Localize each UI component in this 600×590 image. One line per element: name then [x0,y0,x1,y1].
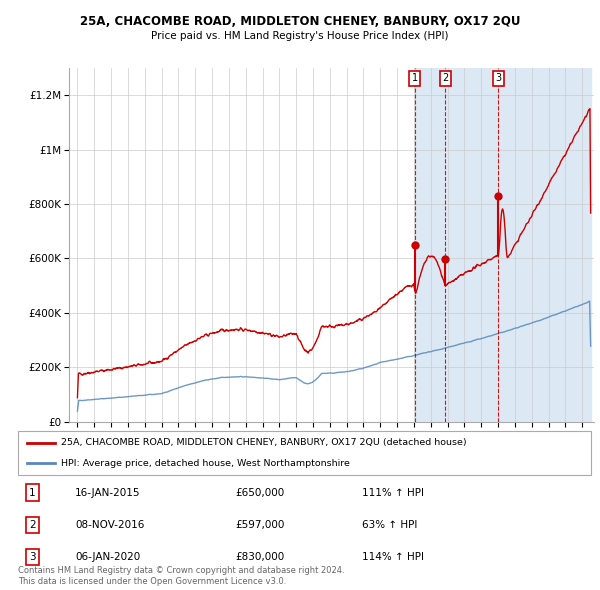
Text: HPI: Average price, detached house, West Northamptonshire: HPI: Average price, detached house, West… [61,458,350,467]
Text: Price paid vs. HM Land Registry's House Price Index (HPI): Price paid vs. HM Land Registry's House … [151,31,449,41]
Text: 111% ↑ HPI: 111% ↑ HPI [362,487,424,497]
Text: £650,000: £650,000 [236,487,285,497]
Text: 16-JAN-2015: 16-JAN-2015 [76,487,141,497]
Text: 3: 3 [29,552,35,562]
Text: 25A, CHACOMBE ROAD, MIDDLETON CHENEY, BANBURY, OX17 2QU (detached house): 25A, CHACOMBE ROAD, MIDDLETON CHENEY, BA… [61,438,467,447]
Text: 2: 2 [29,520,35,530]
Bar [415,68,590,422]
Text: 114% ↑ HPI: 114% ↑ HPI [362,552,424,562]
Text: 25A, CHACOMBE ROAD, MIDDLETON CHENEY, BANBURY, OX17 2QU: 25A, CHACOMBE ROAD, MIDDLETON CHENEY, BA… [80,15,520,28]
Text: 1: 1 [29,487,35,497]
Text: 2: 2 [442,73,448,83]
Text: 08-NOV-2016: 08-NOV-2016 [76,520,145,530]
Text: Contains HM Land Registry data © Crown copyright and database right 2024.: Contains HM Land Registry data © Crown c… [18,566,344,575]
Text: 1: 1 [412,73,418,83]
Text: 3: 3 [496,73,502,83]
Text: 06-JAN-2020: 06-JAN-2020 [76,552,140,562]
FancyBboxPatch shape [18,431,591,475]
Text: This data is licensed under the Open Government Licence v3.0.: This data is licensed under the Open Gov… [18,577,286,586]
Text: £597,000: £597,000 [236,520,285,530]
Text: 63% ↑ HPI: 63% ↑ HPI [362,520,417,530]
Text: £830,000: £830,000 [236,552,285,562]
